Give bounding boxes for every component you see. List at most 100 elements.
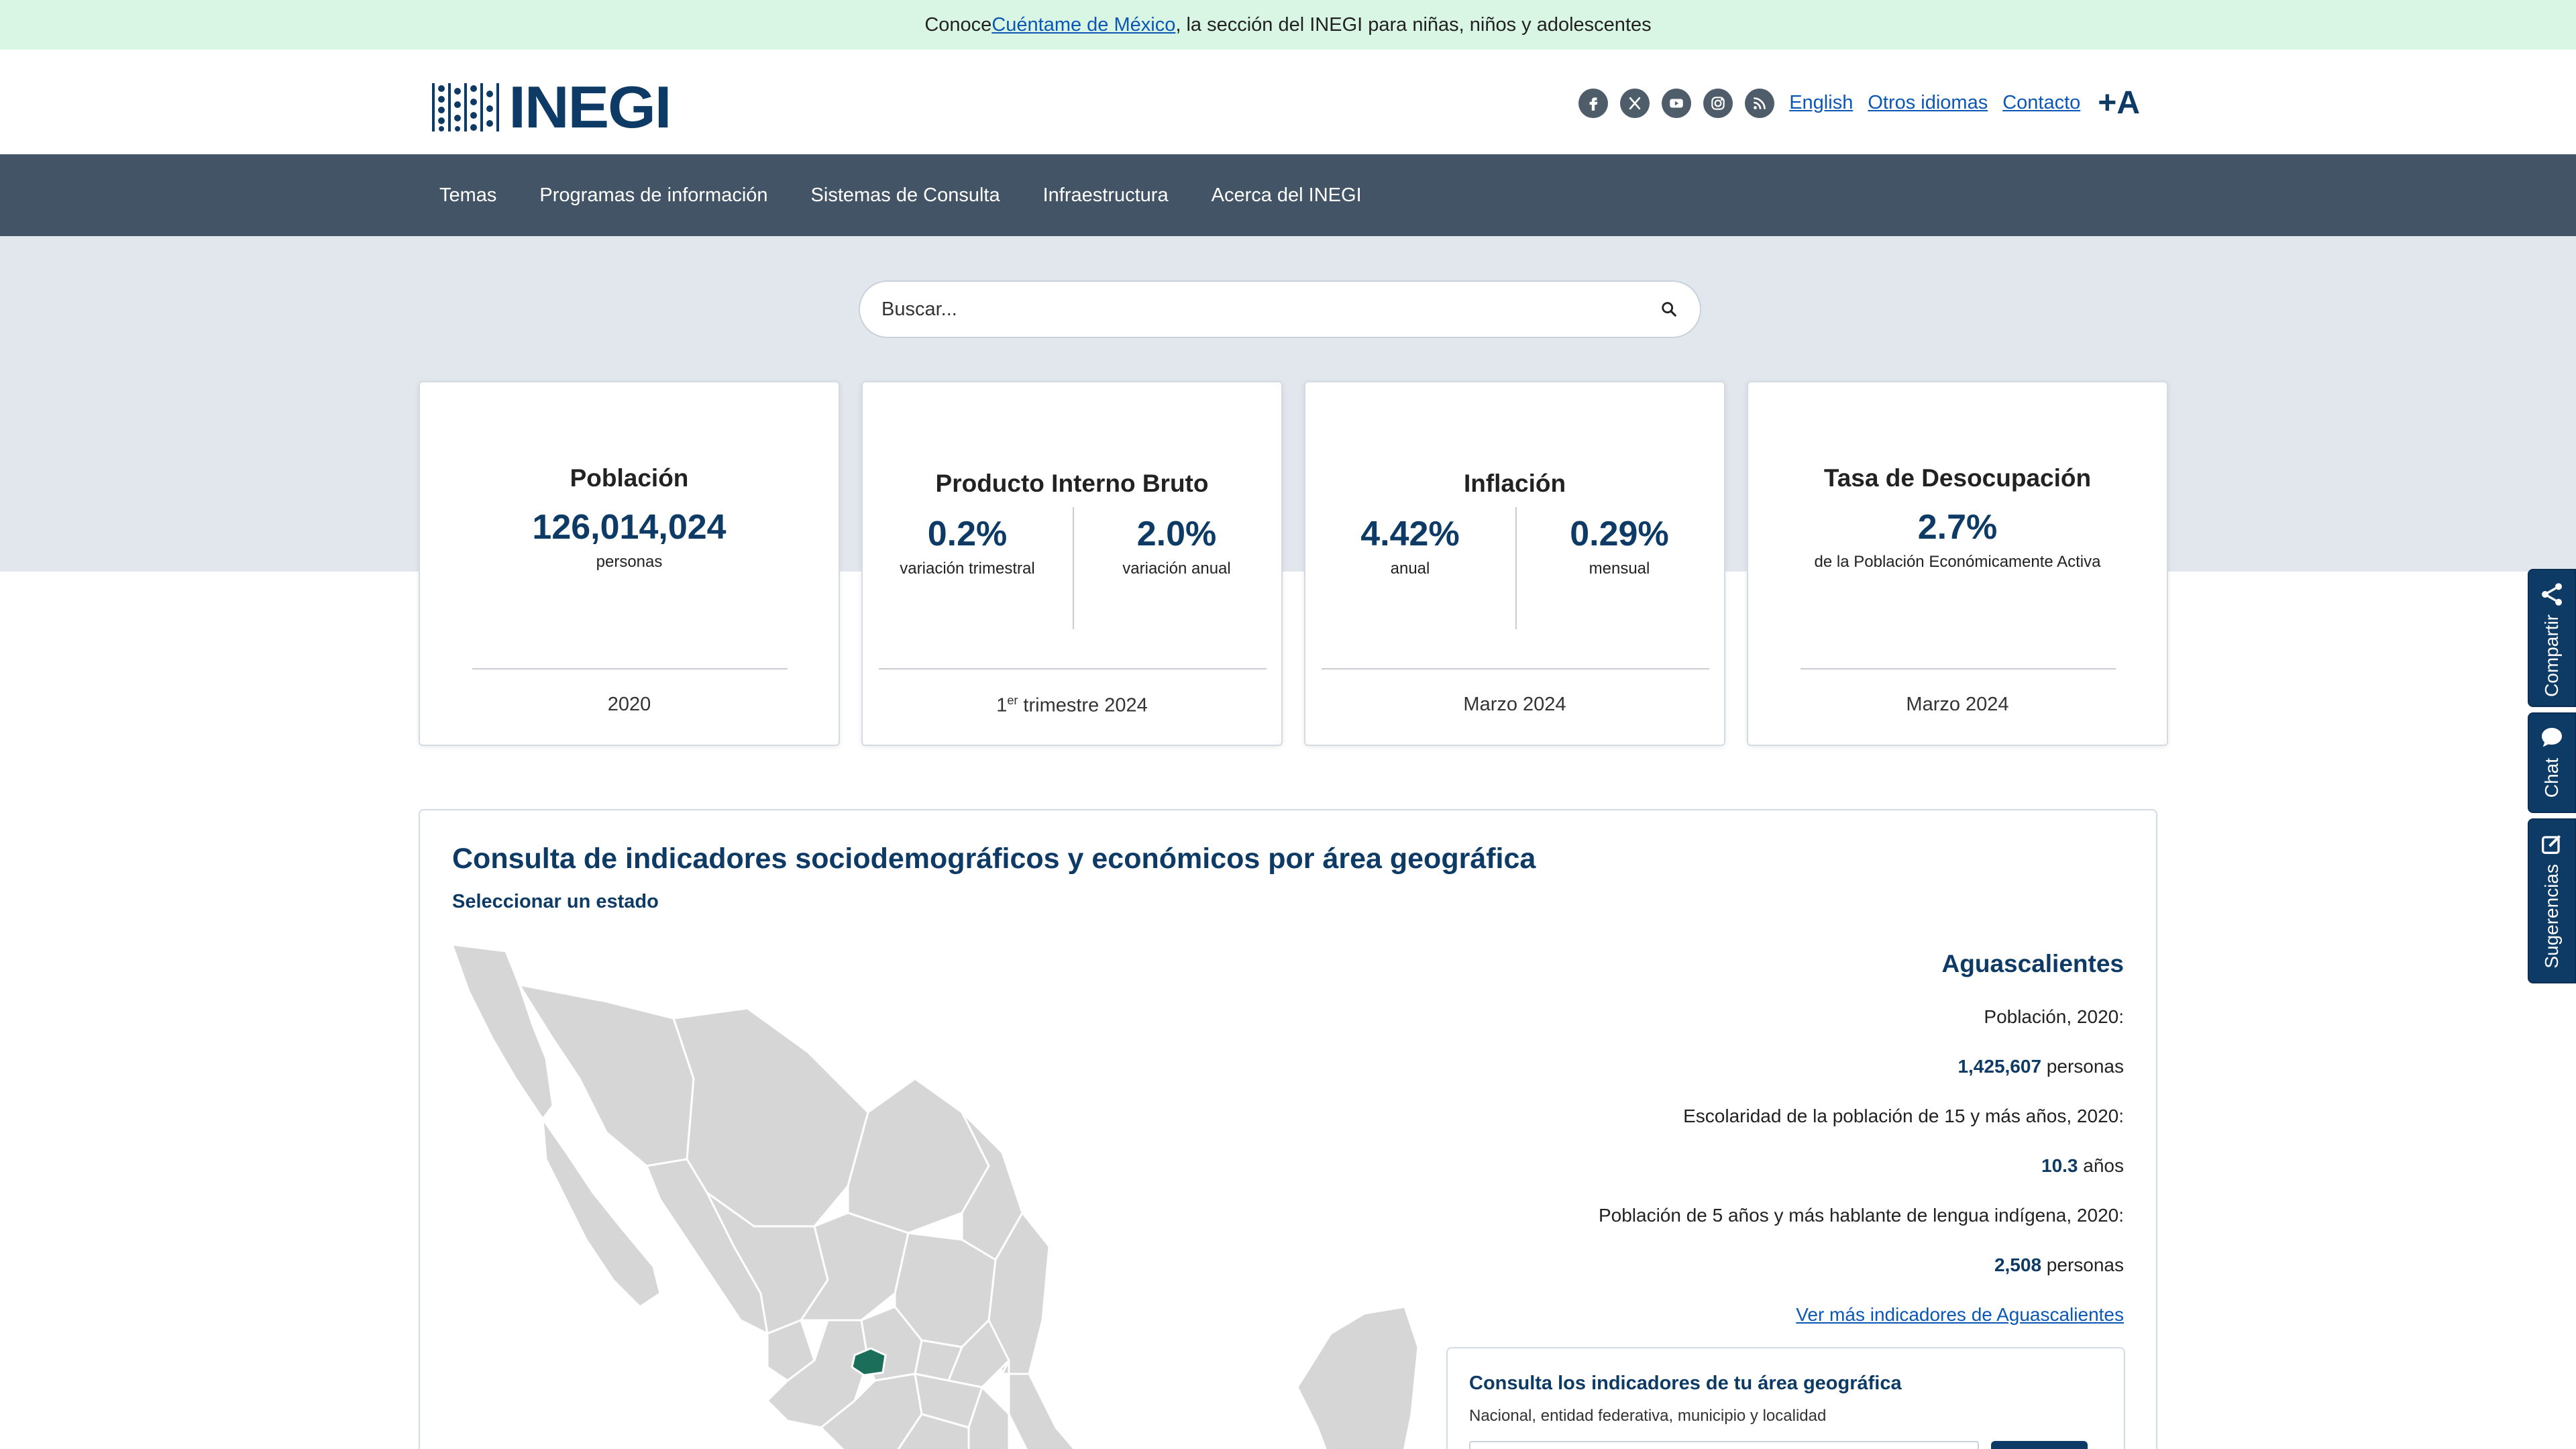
area-query-box: Consulta los indicadores de tu área geog… <box>1446 1347 2125 1449</box>
section-title: Consulta de indicadores sociodemográfico… <box>452 843 1536 875</box>
search-icon[interactable] <box>1660 300 1678 319</box>
state-name: Aguascalientes <box>1941 950 2124 977</box>
escolaridad-value-row: 10.3 años <box>1520 1155 2124 1177</box>
card-pib[interactable]: Producto Interno Bruto 0.2% variación tr… <box>861 381 1283 746</box>
pib-anual: 2.0% variación anual <box>1072 514 1281 578</box>
inegi-logo[interactable]: INEGI <box>431 74 672 140</box>
otros-idiomas-link[interactable]: Otros idiomas <box>1868 92 1988 113</box>
nav-item-infraestructura[interactable]: Infraestructura <box>1042 184 1169 206</box>
increase-font-button[interactable]: +A <box>2098 85 2140 121</box>
sugerencias-tab[interactable]: Sugerencias <box>2528 818 2576 983</box>
mexico-map[interactable] <box>452 945 1485 1449</box>
instagram-icon[interactable] <box>1703 88 1733 118</box>
card-date: 1er trimestre 2024 <box>863 694 1281 717</box>
banner-prefix: Conoce <box>924 13 992 36</box>
card-desocupacion[interactable]: Tasa de Desocupación 2.7% de la Població… <box>1747 381 2168 746</box>
geo-indicators-section: Consulta de indicadores sociodemográfico… <box>419 809 2157 1449</box>
poblacion-label: Población, 2020: <box>1984 1006 2124 1027</box>
poblacion-value: 1,425,607 <box>1957 1056 2042 1077</box>
poblacion-unit: personas <box>2041 1056 2124 1077</box>
more-indicators-link[interactable]: Ver más indicadores de Aguascalientes <box>1796 1304 2124 1325</box>
indigena-unit: personas <box>2041 1254 2124 1275</box>
site-header: INEGI English Otros idiomas Contacto +A <box>0 50 2576 154</box>
card-value: 4.42% <box>1360 515 1460 553</box>
youtube-icon[interactable] <box>1662 88 1692 118</box>
card-divider-vertical <box>1515 507 1517 629</box>
nav-item-sistemas[interactable]: Sistemas de Consulta <box>810 184 1000 206</box>
card-poblacion[interactable]: Población 126,014,024 personas 2020 <box>419 381 840 746</box>
card-unit: de la Población Económicamente Activa <box>1814 553 2101 571</box>
area-query-subtitle: Nacional, entidad federativa, municipio … <box>1469 1407 1827 1425</box>
card-unit: personas <box>596 553 663 571</box>
escolaridad-label: Escolaridad de la población de 15 y más … <box>1683 1106 2124 1126</box>
card-divider <box>879 668 1267 669</box>
search-input[interactable]: Buscar... <box>859 280 1701 338</box>
map-state-guerrero <box>897 1413 970 1449</box>
date-period: trimestre 2024 <box>1018 694 1148 716</box>
nav-item-temas[interactable]: Temas <box>439 184 497 206</box>
card-value: 126,014,024 <box>532 508 727 547</box>
card-inflacion[interactable]: Inflación 4.42% anual 0.29% mensual Marz… <box>1304 381 1725 746</box>
card-divider-vertical <box>1073 507 1074 629</box>
chat-tab[interactable]: Chat <box>2528 712 2576 813</box>
card-value: 2.0% <box>1136 515 1217 553</box>
select-state-label: Seleccionar un estado <box>452 891 659 912</box>
map-state-hidalgo <box>947 1318 1010 1389</box>
x-icon[interactable] <box>1620 88 1650 118</box>
announcement-banner: Conoce Cuéntame de México, la sección de… <box>0 0 2576 50</box>
card-title: Tasa de Desocupación <box>1823 464 2092 492</box>
indigena-value: 2,508 <box>1994 1254 2042 1275</box>
suggestions-icon <box>2542 835 2561 854</box>
card-unit: anual <box>1390 559 1430 578</box>
chat-icon <box>2542 728 2562 747</box>
area-query-input[interactable] <box>1469 1441 1979 1449</box>
card-date: Marzo 2024 <box>1906 694 2009 715</box>
indigena-value-row: 2,508 personas <box>1520 1254 2124 1276</box>
map-state-veracruz <box>1000 1360 1076 1449</box>
map-state-puebla <box>967 1385 1010 1449</box>
card-unit: variación trimestral <box>900 559 1035 578</box>
area-query-button[interactable] <box>1991 1441 2088 1449</box>
main-nav: Temas Programas de información Sistemas … <box>0 154 2576 236</box>
card-divider <box>1322 668 1709 669</box>
card-unit: mensual <box>1589 559 1650 578</box>
map-state-jalisco <box>765 1319 869 1429</box>
card-value: 0.2% <box>927 515 1008 553</box>
facebook-icon[interactable] <box>1578 88 1609 118</box>
card-title: Producto Interno Bruto <box>935 470 1209 497</box>
card-title: Población <box>570 464 689 492</box>
escolaridad-value: 10.3 <box>2041 1155 2078 1176</box>
search-placeholder: Buscar... <box>881 298 957 320</box>
area-query-title: Consulta los indicadores de tu área geog… <box>1469 1373 1902 1394</box>
card-value: 0.29% <box>1570 515 1669 553</box>
card-date: 2020 <box>607 694 651 715</box>
date-ordinal-sup: er <box>1007 694 1018 707</box>
header-utilities: English Otros idiomas Contacto +A <box>1578 85 2140 121</box>
state-indicators: Aguascalientes Población, 2020: 1,425,60… <box>1520 950 2124 1326</box>
inegi-logo-mark <box>432 83 499 131</box>
chat-label: Chat <box>2541 758 2562 798</box>
map-state-yucatan-peninsula <box>1296 1305 1419 1449</box>
inflacion-anual: 4.42% anual <box>1305 514 1515 578</box>
logo-wordmark: INEGI <box>508 74 672 140</box>
map-state-baja-california <box>452 945 554 1121</box>
rss-icon[interactable] <box>1745 88 1775 118</box>
pib-trimestral: 0.2% variación trimestral <box>863 514 1072 578</box>
map-state-baja-california-sur <box>541 1115 661 1308</box>
indigena-label: Población de 5 años y más hablante de le… <box>1598 1205 2124 1226</box>
contacto-link[interactable]: Contacto <box>2002 92 2081 113</box>
compartir-label: Compartir <box>2541 614 2562 697</box>
card-divider <box>1801 668 2116 669</box>
card-date: Marzo 2024 <box>1463 694 1566 715</box>
date-ordinal: 1 <box>996 694 1008 716</box>
nav-item-programas[interactable]: Programas de información <box>539 184 768 206</box>
card-divider <box>472 668 788 669</box>
escolaridad-unit: años <box>2078 1155 2124 1176</box>
compartir-tab[interactable]: Compartir <box>2528 569 2576 707</box>
nav-item-acerca[interactable]: Acerca del INEGI <box>1211 184 1362 206</box>
english-link[interactable]: English <box>1789 92 1854 113</box>
share-icon <box>2542 583 2562 606</box>
cuentame-link[interactable]: Cuéntame de México <box>991 13 1176 36</box>
map-state-aguascalientes <box>851 1347 887 1377</box>
banner-suffix: , la sección del INEGI para niñas, niños… <box>1175 13 1652 36</box>
